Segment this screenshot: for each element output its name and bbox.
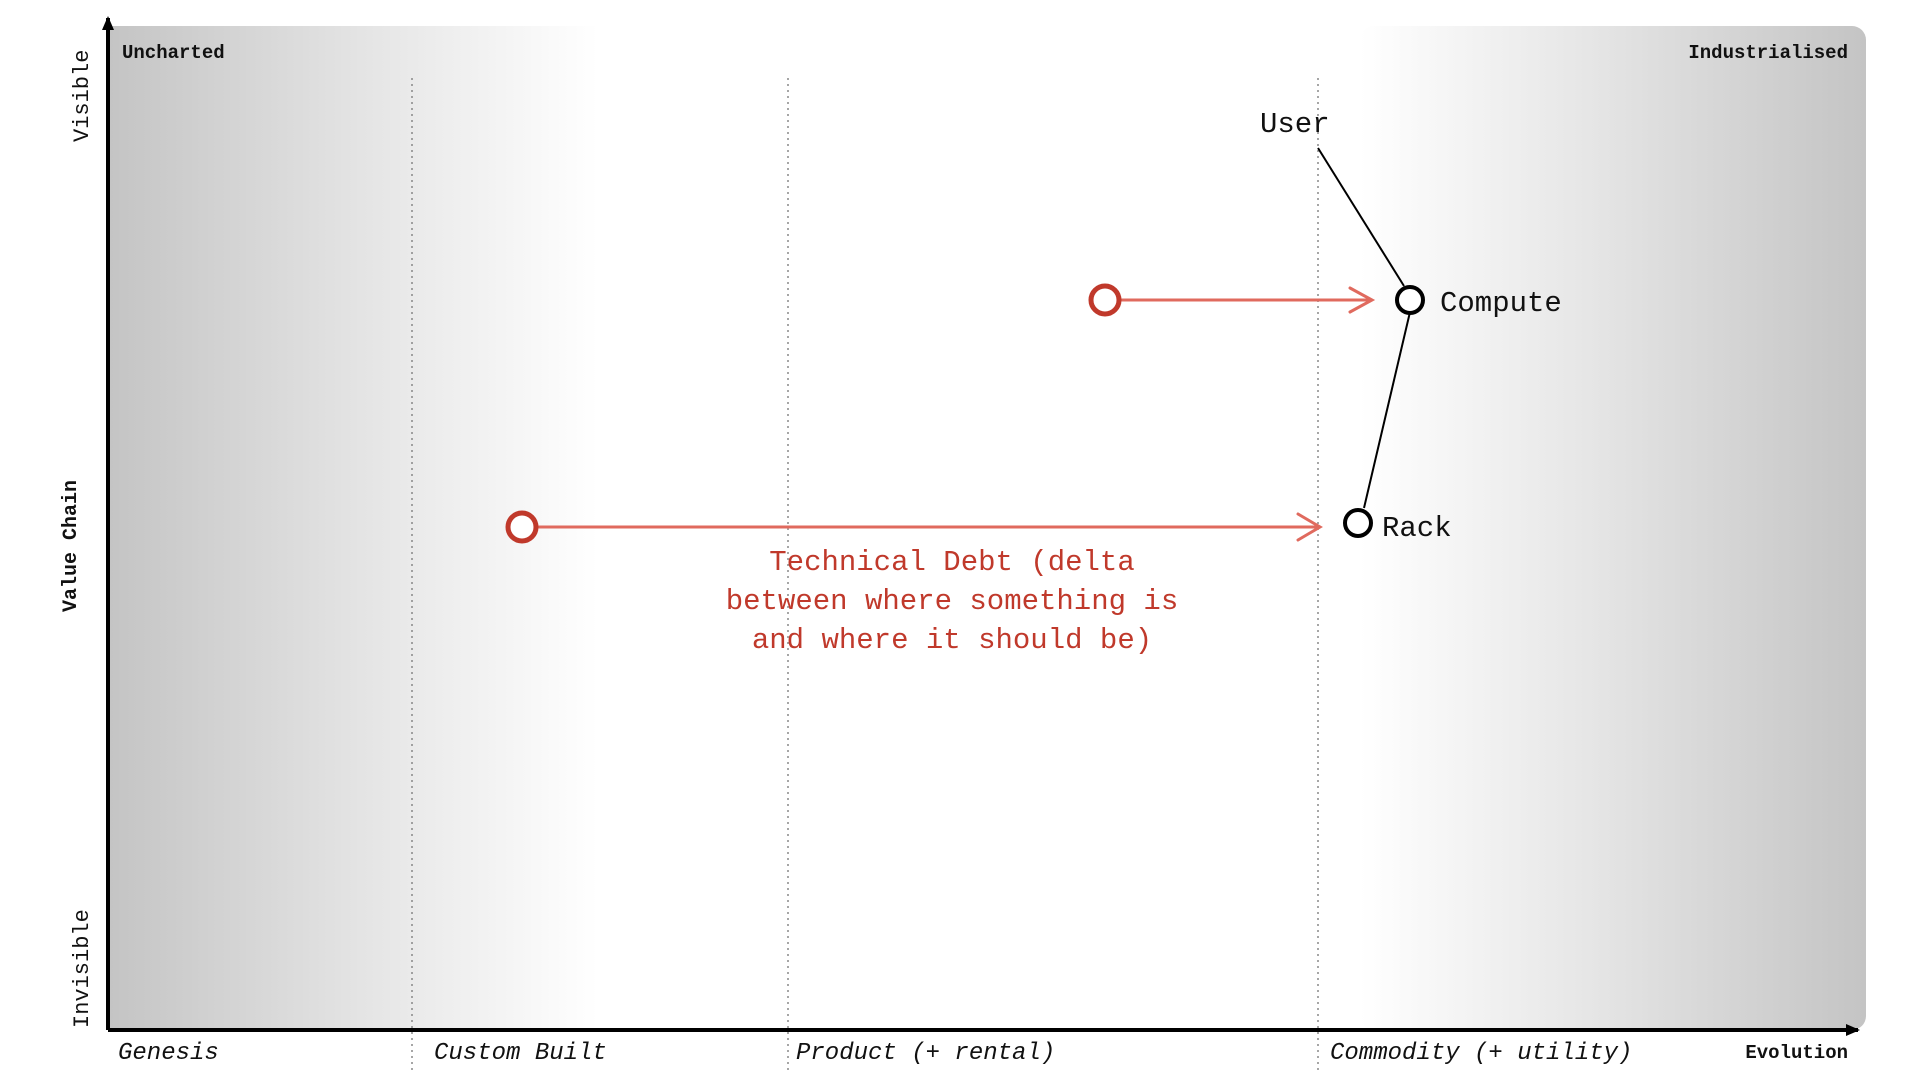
technical-debt-note-line-1: Technical Debt (delta <box>769 546 1134 579</box>
stage-commodity-label: Commodity (+ utility) <box>1330 1040 1632 1067</box>
technical-debt-note-line-3: and where it should be) <box>752 624 1152 657</box>
compute-node[interactable] <box>1395 285 1425 315</box>
industrialised-label: Industrialised <box>1688 42 1848 64</box>
rack-label: Rack <box>1382 512 1452 545</box>
rack-node[interactable] <box>1343 508 1373 538</box>
compute-label: Compute <box>1440 287 1562 320</box>
stage-genesis-label: Genesis <box>118 1040 219 1067</box>
industrialised-shade <box>1360 26 1866 1030</box>
uncharted-label: Uncharted <box>122 42 225 64</box>
y-axis-invisible-label: Invisible <box>70 909 95 1028</box>
link-compute-rack <box>1363 311 1411 509</box>
compute-previous-position <box>1088 283 1122 317</box>
technical-debt-note-line-2: between where something is <box>726 585 1178 618</box>
user-label: User <box>1260 108 1330 141</box>
y-axis-title: Value Chain <box>60 480 83 612</box>
x-axis-title: Evolution <box>1745 1042 1848 1064</box>
y-axis-visible-label: Visible <box>70 50 95 142</box>
compute-debt-arrow <box>1118 286 1376 314</box>
rack-previous-position <box>505 510 539 544</box>
link-user-compute <box>1317 147 1405 287</box>
stage-product-label: Product (+ rental) <box>796 1040 1055 1067</box>
stage-custom-built-label: Custom Built <box>434 1040 607 1067</box>
rack-debt-arrow <box>533 512 1323 542</box>
